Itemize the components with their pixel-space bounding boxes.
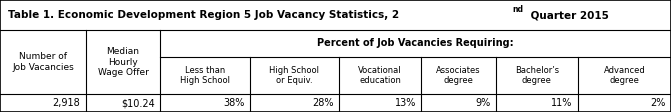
- Text: Median
Hourly
Wage Offer: Median Hourly Wage Offer: [97, 47, 148, 77]
- Text: 13%: 13%: [395, 98, 416, 108]
- Text: 2%: 2%: [650, 98, 666, 108]
- Text: 2,918: 2,918: [52, 98, 81, 108]
- Text: 28%: 28%: [313, 98, 334, 108]
- Text: 11%: 11%: [551, 98, 572, 108]
- Text: nd: nd: [513, 5, 524, 14]
- Text: Quarter 2015: Quarter 2015: [527, 10, 609, 20]
- Text: 38%: 38%: [223, 98, 244, 108]
- Text: High School
or Equiv.: High School or Equiv.: [270, 66, 319, 85]
- Text: Number of
Job Vacancies: Number of Job Vacancies: [12, 52, 74, 72]
- Bar: [0, 30, 671, 94]
- Text: $10.24: $10.24: [121, 98, 155, 108]
- Bar: [0, 94, 671, 112]
- Text: 9%: 9%: [475, 98, 491, 108]
- Text: Vocational
education: Vocational education: [358, 66, 402, 85]
- Text: Less than
High School: Less than High School: [180, 66, 230, 85]
- Text: Percent of Job Vacancies Requiring:: Percent of Job Vacancies Requiring:: [317, 38, 514, 48]
- Text: Bachelor’s
degree: Bachelor’s degree: [515, 66, 559, 85]
- Text: Advanced
degree: Advanced degree: [603, 66, 646, 85]
- Text: Associates
degree: Associates degree: [436, 66, 481, 85]
- Text: Table 1. Economic Development Region 5 Job Vacancy Statistics, 2: Table 1. Economic Development Region 5 J…: [8, 10, 399, 20]
- Bar: [0, 0, 671, 30]
